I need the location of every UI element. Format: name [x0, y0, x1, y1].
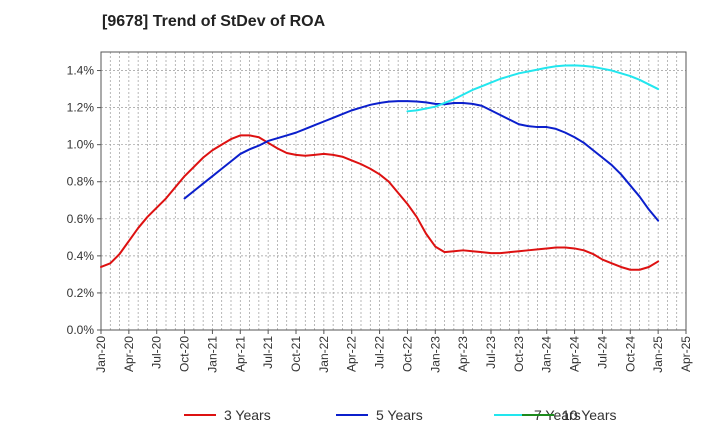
x-tick-label: Oct-24 [623, 336, 637, 372]
x-tick-label: Jul-24 [595, 336, 609, 369]
legend-label: 10 Years [562, 407, 617, 423]
x-tick-label: Jan-24 [540, 336, 554, 373]
x-tick-label: Oct-23 [512, 336, 526, 372]
x-tick-label: Jul-21 [261, 336, 275, 369]
x-tick-label: Jul-20 [150, 336, 164, 369]
x-tick-label: Apr-24 [568, 336, 582, 372]
y-tick-label: 0.0% [67, 323, 95, 337]
series-line [183, 100, 660, 222]
plot-background [101, 52, 686, 330]
x-tick-label: Jan-23 [428, 336, 442, 373]
x-tick-label: Jan-20 [94, 336, 108, 373]
x-tick-label: Apr-22 [345, 336, 359, 372]
x-tick-label: Oct-20 [178, 336, 192, 372]
series-line [406, 64, 660, 113]
y-tick-label: 0.6% [67, 212, 95, 226]
x-tick-label: Jan-22 [317, 336, 331, 373]
x-tick-label: Apr-20 [122, 336, 136, 372]
legend-label: 5 Years [376, 407, 423, 423]
y-tick-label: 0.2% [67, 286, 95, 300]
chart-title: [9678] Trend of StDev of ROA [102, 13, 326, 30]
x-tick-label: Jan-21 [205, 336, 219, 373]
y-tick-label: 0.8% [67, 175, 95, 189]
y-tick-label: 0.4% [67, 249, 95, 263]
y-tick-label: 1.0% [67, 138, 95, 152]
x-tick-label: Jul-23 [484, 336, 498, 369]
x-tick-label: Oct-22 [400, 336, 414, 372]
legend-label: 3 Years [224, 407, 271, 423]
x-tick-label: Oct-21 [289, 336, 303, 372]
x-tick-label: Jan-25 [651, 336, 665, 373]
y-tick-label: 1.4% [67, 64, 95, 78]
y-tick-label: 1.2% [67, 101, 95, 115]
x-tick-label: Apr-21 [233, 336, 247, 372]
series-line [100, 134, 660, 271]
plot-frame [100, 51, 687, 331]
x-tick-label: Apr-25 [679, 336, 693, 372]
x-tick-label: Apr-23 [456, 336, 470, 372]
legend-label: 7 Years [534, 407, 581, 423]
x-tick-label: Jul-22 [373, 336, 387, 369]
